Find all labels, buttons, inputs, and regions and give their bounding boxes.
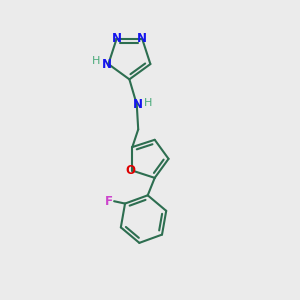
Text: H: H xyxy=(92,56,100,66)
Text: N: N xyxy=(111,32,122,45)
Text: O: O xyxy=(125,164,135,176)
Text: H: H xyxy=(144,98,152,108)
Text: F: F xyxy=(105,195,113,208)
Text: N: N xyxy=(137,32,147,45)
Text: N: N xyxy=(133,98,143,111)
Text: N: N xyxy=(102,58,112,70)
